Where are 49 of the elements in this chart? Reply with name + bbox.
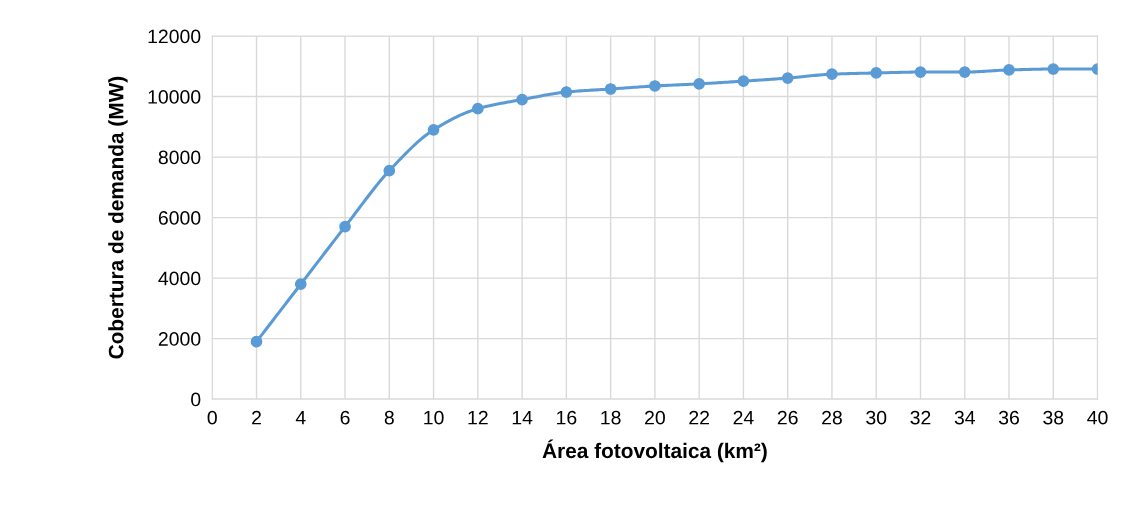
- point: [1003, 64, 1015, 76]
- y-tick-label: 0: [191, 392, 201, 407]
- point: [826, 68, 838, 81]
- point: [781, 72, 794, 84]
- point: [958, 66, 971, 78]
- point: [516, 93, 528, 106]
- point: [250, 335, 263, 348]
- x-tick-label: 20: [645, 410, 665, 425]
- x-tick-label: 16: [557, 410, 577, 425]
- x-tick-label: 24: [733, 410, 754, 425]
- x-axis-title: Área fotovoltaica (km²): [542, 439, 767, 463]
- y-tick-label: 6000: [158, 211, 201, 225]
- point: [1047, 63, 1060, 75]
- x-tick-label: 28: [822, 410, 842, 425]
- point: [339, 220, 351, 233]
- point: [560, 86, 573, 98]
- x-tick-label: 38: [1043, 410, 1064, 425]
- x-tick-label: 34: [954, 410, 975, 425]
- x-tick-label: 22: [689, 410, 709, 425]
- point: [870, 67, 883, 79]
- point: [737, 75, 750, 87]
- x-tick-label: 12: [468, 410, 488, 425]
- point: [294, 278, 307, 290]
- point: [383, 164, 396, 177]
- x-tick-label: 0: [207, 410, 217, 425]
- y-tick-label: 10000: [148, 90, 201, 104]
- x-tick-label: 10: [424, 410, 444, 425]
- x-tick-label: 6: [340, 410, 350, 425]
- y-tick-label: 2000: [158, 332, 201, 346]
- y-axis-title: Cobertura de demanda (MW): [108, 76, 128, 359]
- x-tick-label: 36: [998, 410, 1019, 425]
- x-tick-label: 18: [601, 410, 621, 425]
- point: [914, 66, 927, 78]
- y-tick-label: 8000: [158, 150, 201, 165]
- point: [649, 80, 661, 92]
- x-tick-label: 32: [910, 410, 931, 425]
- x-tick-label: 26: [777, 410, 798, 425]
- x-tick-label: 40: [1087, 410, 1108, 425]
- point: [471, 102, 484, 115]
- x-tick-label: 14: [512, 410, 533, 425]
- point: [693, 78, 706, 90]
- x-tick-label: 4: [295, 410, 306, 425]
- x-tick-label: 8: [384, 410, 394, 425]
- y-tick-label: 4000: [158, 271, 201, 286]
- y-tick-label: 12000: [148, 29, 201, 44]
- x-tick-label: 2: [252, 410, 261, 425]
- point: [604, 83, 617, 95]
- x-tick-label: 30: [866, 410, 887, 425]
- point: [427, 123, 440, 136]
